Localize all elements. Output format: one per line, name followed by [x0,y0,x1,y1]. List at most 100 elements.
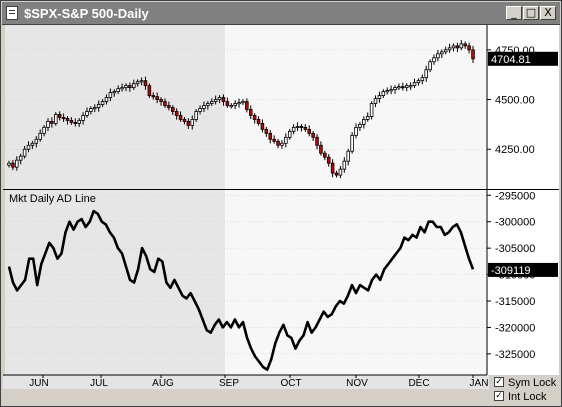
candle-up [104,97,109,102]
x-tick-label: JAN [470,378,489,389]
candle-up [385,90,389,93]
candle-up [54,114,58,124]
candle-up [30,142,35,146]
candle-down [186,121,191,126]
candle-up [46,121,50,128]
candle-up [85,111,89,116]
minimize-button[interactable]: _ [506,6,522,20]
candle-down [11,162,15,168]
candle-up [362,119,366,125]
x-tick-label: AUG [152,378,174,389]
candle-down [73,122,78,125]
maximize-button[interactable]: □ [523,6,539,20]
candle-down [128,85,132,89]
candle-down [323,152,327,158]
candle-up [209,101,214,104]
ad-tick-label: -295000 [495,190,535,202]
candle-up [342,160,347,170]
candle-up [420,77,425,82]
candle-down [455,45,460,49]
ad-tick-label: -305000 [495,243,535,255]
candle-up [108,92,113,98]
candle-up [206,103,210,106]
candle-up [408,85,413,88]
candle-up [291,126,296,132]
candle-up [436,53,440,59]
candle-up [135,81,140,85]
price-tick-label: 4250.00 [495,144,535,156]
chart-area[interactable]: Mkt Daily AD Line 4750.00 4500.00 4250.00 4… [3,25,560,403]
int-lock-label: Int Lock [508,391,547,403]
last-price-box [488,51,558,66]
chart-svg[interactable]: Mkt Daily AD Line 4750.004500.004250.004… [3,25,559,389]
candle-down [65,118,70,121]
candle-up [358,123,362,128]
candle-up [7,162,11,166]
shade-band [5,25,225,375]
candle-down [471,49,475,60]
candle-up [451,45,456,49]
title-bar[interactable]: $SPX-S&P 500-Daily _ □ X [2,2,560,25]
candle-up [237,102,241,105]
candle-down [225,101,230,106]
candle-down [159,99,163,102]
candle-up [369,103,374,117]
sym-lock-label: Sym Lock [508,377,557,389]
ad-axis-area [487,190,559,375]
candle-up [432,57,436,63]
candle-down [151,95,156,98]
candle-up [373,98,378,104]
candle-up [77,120,81,124]
candle-down [276,140,280,146]
candle-down [264,128,269,134]
candle-down [155,96,159,100]
candle-up [100,101,105,105]
candle-up [190,119,195,126]
candle-down [467,45,471,51]
candle-up [89,108,93,112]
candle-up [393,87,397,91]
candle-down [330,162,335,174]
candle-up [377,95,382,99]
candle-up [22,148,27,157]
candle-down [170,107,175,112]
sym-lock-checkbox[interactable]: ✓ [494,377,504,387]
candle-up [280,142,284,146]
candle-down [248,109,253,116]
int-lock-checkbox[interactable]: ✓ [494,391,504,401]
candle-down [272,138,276,142]
candle-up [397,86,401,89]
candle-down [245,101,249,110]
candle-up [424,69,428,79]
candle-down [303,126,308,130]
int-lock-toggle[interactable]: ✓ Int Lock [494,390,560,404]
close-button[interactable]: X [540,6,556,20]
candle-down [174,111,179,116]
candle-up [416,80,421,84]
candle-down [268,132,273,140]
candle-up [194,111,198,120]
window-title: $SPX-S&P 500-Daily [24,6,149,21]
candle-down [319,144,323,154]
candle-up [381,91,386,96]
candle-up [132,83,136,89]
candle-up [116,88,120,92]
candle-down [221,97,226,102]
candle-down [147,85,152,96]
sym-lock-toggle[interactable]: ✓ Sym Lock [494,376,560,390]
candle-down [182,119,187,122]
candle-down [260,123,265,130]
x-tick-label: DEC [408,378,429,389]
candle-up [42,126,46,134]
candle-up [26,144,31,150]
candle-up [93,107,97,110]
candle-up [412,82,417,87]
candle-down [299,125,304,128]
candle-up [440,51,444,55]
candle-up [139,80,144,83]
x-tick-label: NOV [346,378,368,389]
candle-up [389,89,393,92]
candle-down [252,115,257,120]
candle-up [124,85,128,89]
